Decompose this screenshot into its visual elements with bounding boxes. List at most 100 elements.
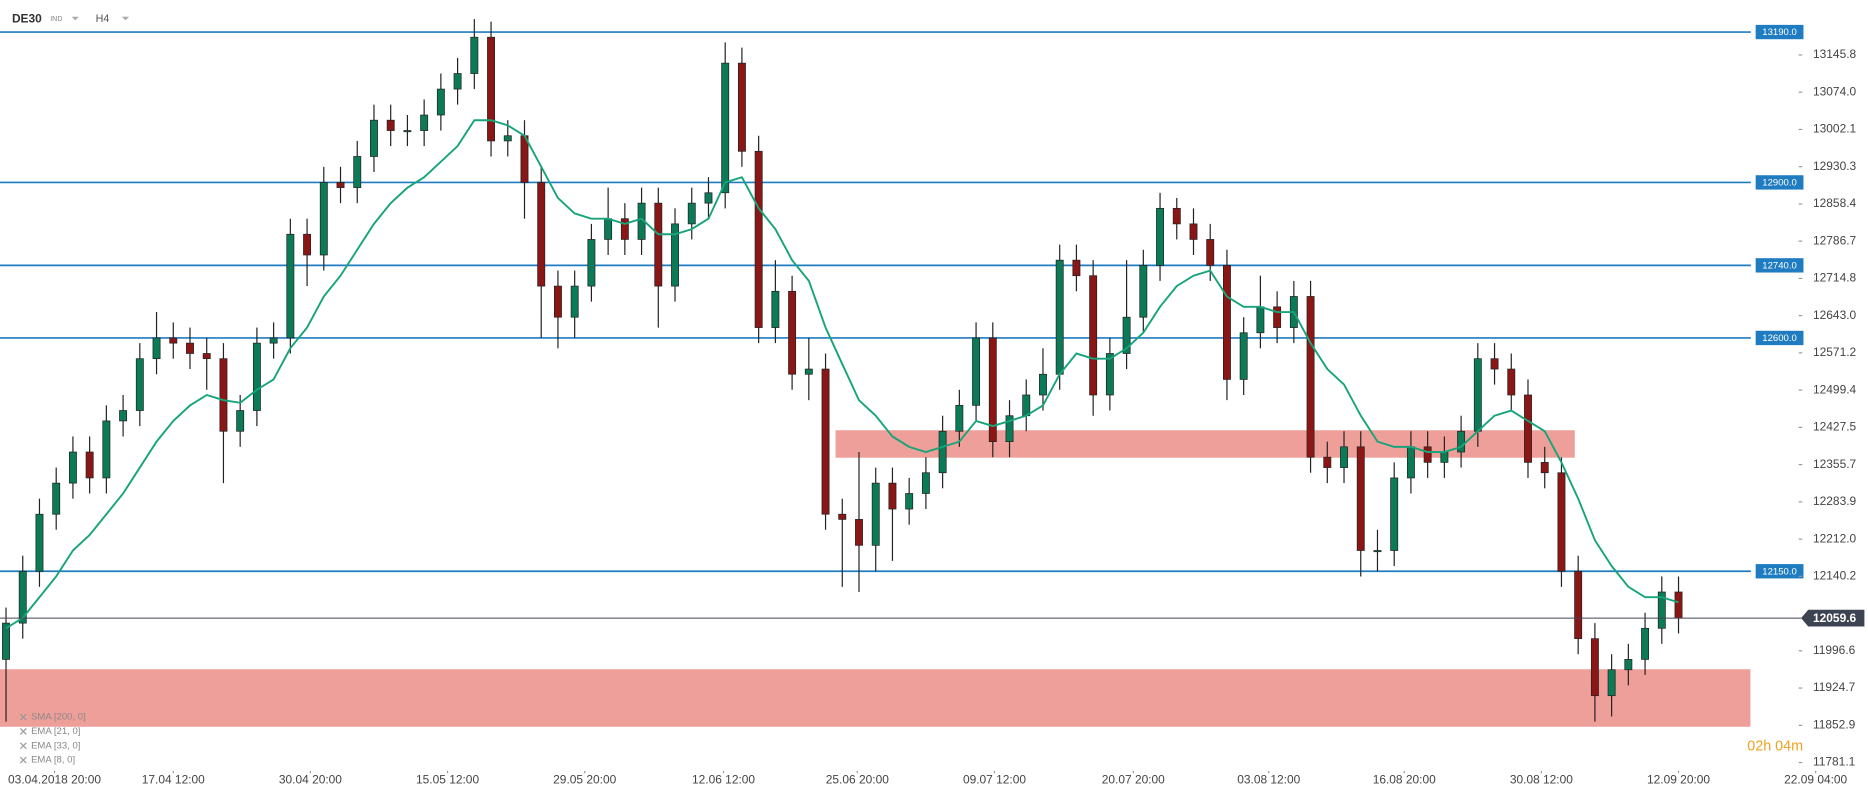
candle-body — [303, 233, 312, 256]
candle-body — [1273, 306, 1282, 328]
candle-body — [1005, 415, 1014, 442]
candle-body — [1189, 223, 1198, 240]
x-tick-label: 17.04 12:00 — [142, 773, 205, 787]
candle-body — [102, 420, 111, 479]
candle-body — [1490, 358, 1499, 370]
market: IND — [50, 15, 62, 23]
candle-body — [1323, 456, 1332, 468]
candle-body — [2, 622, 10, 660]
x-tick-label: 03.08 12:00 — [1237, 773, 1300, 787]
candle-body — [587, 239, 596, 287]
y-tick-label: 11924.7 — [1813, 680, 1856, 694]
dropdown-icon[interactable] — [71, 16, 79, 21]
candle-body — [18, 570, 27, 624]
y-tick-label: 12427.5 — [1813, 420, 1857, 434]
candle-body — [1223, 265, 1231, 380]
level-label: 12740.0 — [1762, 260, 1797, 271]
candle-body — [487, 36, 495, 142]
x-tick-label: 22.09 04:00 — [1784, 773, 1847, 787]
candle-body — [1089, 275, 1098, 396]
candle-body — [620, 218, 629, 240]
candle-body — [202, 353, 211, 360]
candle-body — [1457, 430, 1466, 453]
candle-body — [1507, 368, 1516, 396]
candle-body — [1440, 451, 1449, 463]
y-tick-label: 11781.1 — [1813, 755, 1856, 769]
candle-body — [370, 119, 378, 157]
candle-body — [1072, 259, 1081, 277]
y-tick-label: 11996.6 — [1813, 643, 1856, 657]
x-tick-label: 30.08 12:00 — [1510, 773, 1573, 787]
candle-body — [1657, 591, 1666, 629]
y-tick-label: 11852.9 — [1813, 717, 1856, 731]
level-label-bg — [1755, 175, 1804, 190]
candle-body — [403, 130, 412, 133]
candle-body — [1105, 353, 1114, 396]
level-label-bg — [1755, 258, 1804, 273]
y-tick-label: 12786.7 — [1813, 233, 1857, 247]
candle-body — [1674, 591, 1683, 619]
y-tick-label: 12499.4 — [1813, 382, 1857, 396]
remove-indicator-icon[interactable] — [19, 742, 27, 750]
candle-body — [169, 337, 178, 344]
remove-indicator-icon[interactable] — [19, 713, 27, 721]
candle-body — [554, 285, 562, 318]
candle-body — [269, 337, 278, 344]
x-tick-label: 20.07 20:00 — [1102, 773, 1165, 787]
timeframe[interactable]: H4 — [96, 13, 110, 25]
indicator-name[interactable]: EMA [33, 0] — [31, 740, 80, 751]
y-tick-label: 12571.2 — [1813, 345, 1857, 359]
candle-body — [1473, 358, 1482, 432]
support-zone — [0, 669, 1751, 727]
candle-body — [1624, 659, 1633, 671]
candle-body — [1206, 239, 1215, 266]
level-label: 12600.0 — [1762, 333, 1797, 344]
indicator-name[interactable]: EMA [8, 0] — [31, 755, 75, 766]
x-tick-label: 29.05 20:00 — [553, 773, 616, 787]
candle-body — [503, 135, 512, 142]
y-tick-label: 12930.3 — [1813, 159, 1857, 173]
candle-body — [1239, 332, 1248, 380]
candle-body — [1373, 550, 1382, 553]
candle-body — [1557, 472, 1566, 572]
level-label-bg — [1755, 330, 1804, 346]
candle-body — [1172, 207, 1181, 225]
symbol[interactable]: DE30 — [12, 11, 42, 25]
remove-indicator-icon[interactable] — [19, 728, 27, 735]
y-tick-label: 12140.2 — [1813, 568, 1857, 582]
candle-body — [35, 513, 44, 572]
candle-body — [336, 182, 345, 188]
candle-body — [1574, 570, 1583, 640]
candle-timer: 02h 04m — [1747, 739, 1803, 755]
candle-body — [1423, 446, 1432, 463]
candle-body — [1055, 259, 1064, 375]
candle-body — [520, 135, 529, 183]
x-tick-label: 30.04 20:00 — [279, 773, 342, 787]
dropdown-icon[interactable] — [121, 16, 130, 21]
candle-body — [453, 73, 462, 90]
indicator-name[interactable]: EMA [21, 0] — [31, 726, 80, 737]
indicator-name[interactable]: SMA [200, 0] — [31, 712, 86, 723]
candle-body — [737, 62, 746, 152]
candle-body — [420, 114, 429, 131]
candle-body — [152, 337, 161, 360]
candle-body — [186, 342, 194, 354]
candle-body — [855, 519, 863, 546]
candle-body — [771, 290, 780, 328]
y-tick-label: 13145.8 — [1813, 47, 1857, 61]
y-tick-label: 13074.0 — [1813, 84, 1857, 98]
level-label-bg — [1755, 24, 1804, 40]
remove-indicator-icon[interactable] — [19, 756, 27, 764]
candle-body — [804, 368, 813, 375]
level-label: 13190.0 — [1762, 27, 1797, 38]
candle-body — [1039, 373, 1047, 396]
candle-body — [838, 513, 847, 520]
candle-body — [1356, 446, 1365, 551]
candle-body — [905, 493, 914, 510]
candle-body — [1641, 627, 1650, 660]
candle-body — [938, 430, 947, 474]
last-price-label: 12059.6 — [1813, 611, 1857, 625]
x-tick-label: 09.07 12:00 — [963, 773, 1026, 787]
